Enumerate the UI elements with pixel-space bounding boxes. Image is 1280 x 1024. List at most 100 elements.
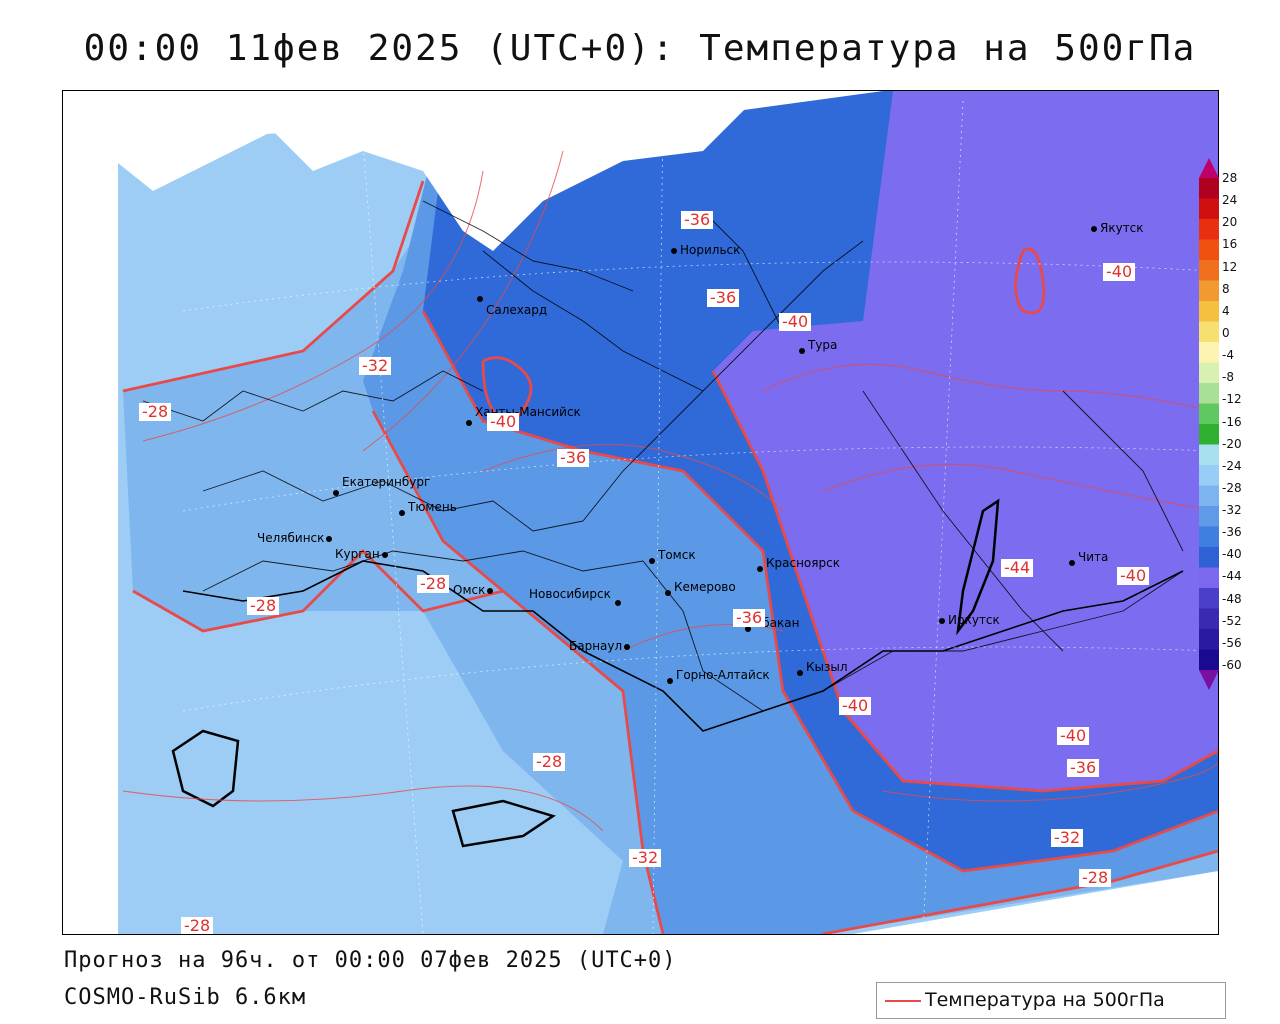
colorbar-tick-label: 8 <box>1222 281 1230 296</box>
city-dot <box>797 669 803 676</box>
city-novosibirsk: Новосибирск <box>529 587 624 606</box>
colorbar-tick-label: -56 <box>1222 635 1242 650</box>
colorbar-segment <box>1199 629 1219 650</box>
colorbar-tick-label: -48 <box>1222 591 1242 606</box>
contour-label: -32 <box>629 849 662 867</box>
colorbar-segment <box>1199 301 1219 322</box>
city-khanty-mansiysk: Ханты-Мансийск <box>466 405 581 429</box>
city-label: Абакан <box>754 616 800 630</box>
contour-label: -40 <box>487 413 520 431</box>
contour-label: -28 <box>181 917 214 934</box>
city-kyzyl: Кызыл <box>797 660 848 679</box>
colorbar-segment <box>1199 260 1219 281</box>
city-label: Тюмень <box>408 500 457 514</box>
city-dot <box>671 247 677 254</box>
map-canvas <box>103 91 1218 934</box>
colorbar-tick-label: -12 <box>1222 392 1242 407</box>
contour-label: -40 <box>1057 727 1090 745</box>
colorbar-segment <box>1199 588 1219 609</box>
colorbar-segment <box>1199 424 1219 445</box>
colorbar-segment <box>1199 465 1219 486</box>
colorbar-segment <box>1199 178 1219 199</box>
city-dot <box>665 589 671 596</box>
contour-label: -32 <box>1051 829 1084 847</box>
city-dot <box>624 643 631 650</box>
city-label: Томск <box>658 548 696 562</box>
city-omsk: Омск <box>453 583 496 597</box>
forecast-info: Прогноз на 96ч. от 00:00 07фев 2025 (UTC… <box>64 948 677 973</box>
city-dot <box>333 489 339 496</box>
colorbar-segment <box>1199 280 1219 302</box>
contour-label: -28 <box>417 575 450 593</box>
city-tura: Тура <box>799 338 837 357</box>
city-dot <box>649 557 655 564</box>
city-label: Екатеринбург <box>342 475 431 489</box>
colorbar-segment <box>1199 198 1219 220</box>
city-irkutsk: Иркутск <box>939 613 1000 627</box>
city-dot <box>757 565 763 572</box>
colorbar-tick-label: -44 <box>1222 569 1242 584</box>
colorbar-segment <box>1199 649 1219 671</box>
city-dot <box>799 347 805 354</box>
city-tomsk: Томск <box>649 548 696 567</box>
colorbar-tick-label: -16 <box>1222 414 1242 429</box>
city-chelyabinsk: Челябинск <box>257 531 335 545</box>
city-gorno-altaysk: Горно-Алтайск <box>667 668 770 687</box>
arctic-coast <box>103 91 763 251</box>
colorbar-tick-label: 24 <box>1222 193 1238 208</box>
city-dot <box>477 295 483 302</box>
contour-label: -28 <box>247 597 280 615</box>
colorbar-tick-label: 28 <box>1222 171 1238 185</box>
bold-contours <box>122 180 1218 934</box>
legend: Температура на 500гПа <box>876 982 1226 1019</box>
city-tyumen: Тюмень <box>399 500 457 519</box>
city-dot <box>614 599 621 606</box>
colorbar-tick-label: -8 <box>1222 370 1234 385</box>
city-salekhard: Салехард <box>477 291 547 317</box>
contour-label: -40 <box>1103 263 1136 281</box>
temperature-map[interactable]: Якутск Норильск Салехард Тура Ханты-Манс… <box>62 90 1219 935</box>
city-barnaul: Барнаул <box>569 639 633 653</box>
city-ekaterinburg: Екатеринбург <box>333 475 430 499</box>
city-label: Иркутск <box>948 613 1000 627</box>
city-label: Челябинск <box>257 531 325 545</box>
colorbar <box>1199 158 1219 690</box>
contour-label: -28 <box>533 753 566 771</box>
graticule <box>182 100 1214 934</box>
country-borders <box>182 560 1184 732</box>
city-label: Новосибирск <box>529 587 611 601</box>
city-chita: Чита <box>1069 550 1108 569</box>
colorbar-arrow-top <box>1199 158 1219 178</box>
city-kemerovo: Кемерово <box>665 580 736 599</box>
colorbar-segment <box>1199 506 1219 527</box>
colorbar-tick-label: -20 <box>1222 436 1242 451</box>
colorbar-segment <box>1199 362 1219 384</box>
colorbar-segment <box>1199 321 1219 343</box>
model-info: COSMO-RuSib 6.6км <box>64 985 307 1010</box>
city-label: Красноярск <box>766 556 840 570</box>
colorbar-segment <box>1199 444 1219 466</box>
city-dot <box>381 551 388 558</box>
caspian-sea <box>171 729 240 808</box>
colorbar-tick-label: 20 <box>1222 215 1238 230</box>
city-label: Кемерово <box>674 580 736 594</box>
colorbar-tick-label: -4 <box>1222 348 1234 363</box>
colorbar-tick-label: 16 <box>1222 237 1238 252</box>
thin-contours <box>122 150 1218 832</box>
contour-label: -36 <box>557 449 590 467</box>
contour-label: -36 <box>733 609 766 627</box>
city-abakan: Абакан <box>745 616 799 635</box>
colorbar-tick-label: -36 <box>1222 525 1242 540</box>
city-dot <box>326 535 333 542</box>
city-label: Омск <box>453 583 486 597</box>
contour-label: -36 <box>707 289 740 307</box>
city-yakutsk: Якутск <box>1091 221 1144 235</box>
map-title: 00:00 11фев 2025 (UTC+0): Температура на… <box>83 28 1197 69</box>
contour-label: -44 <box>1001 559 1034 577</box>
contour-label: -28 <box>139 403 172 421</box>
lake-baikal <box>956 498 1000 636</box>
colorbar-segment <box>1199 485 1219 507</box>
colorbar-segment <box>1199 383 1219 404</box>
colorbar-tick-label: 12 <box>1222 259 1238 274</box>
city-label: Норильск <box>680 243 741 257</box>
